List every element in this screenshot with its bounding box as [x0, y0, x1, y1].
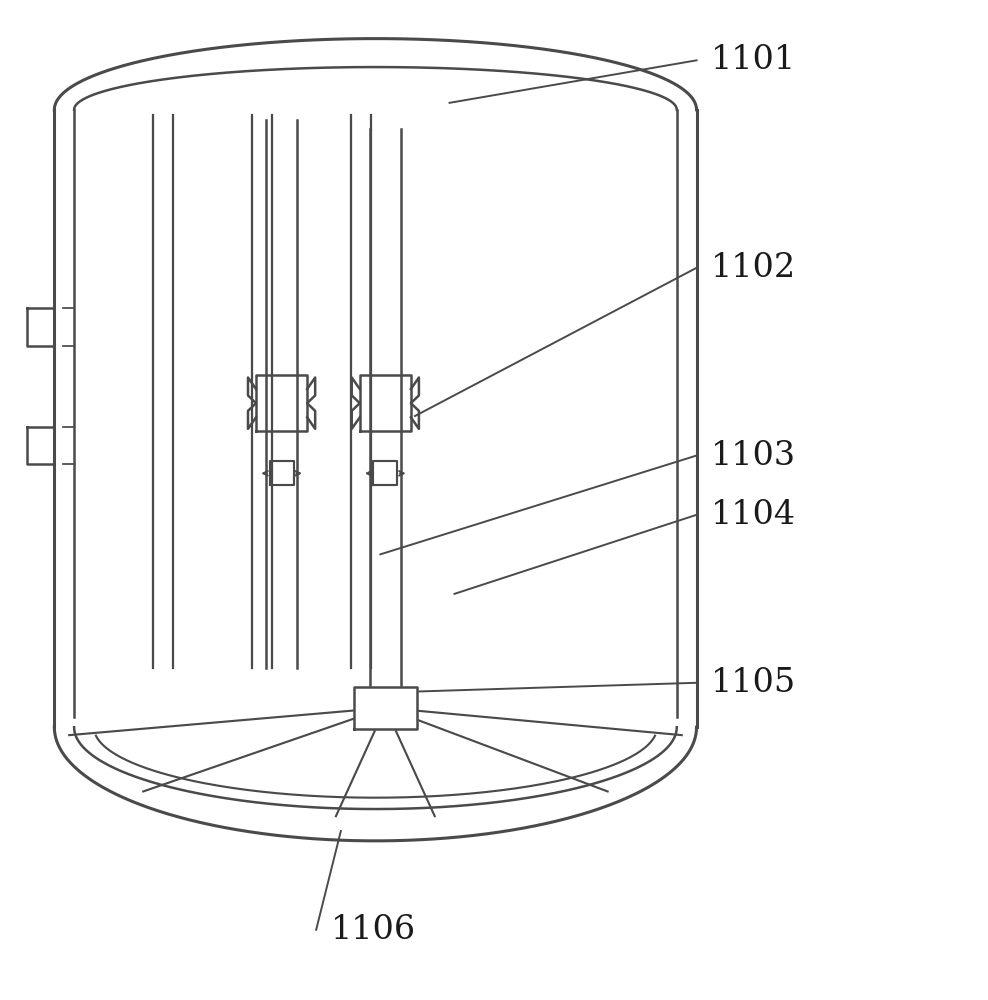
Polygon shape [354, 687, 417, 729]
Text: 1104: 1104 [711, 499, 796, 531]
Text: 1103: 1103 [711, 440, 796, 472]
Text: 1101: 1101 [711, 44, 796, 76]
Text: 1105: 1105 [711, 667, 796, 699]
Text: 1102: 1102 [711, 252, 796, 284]
Text: 1106: 1106 [331, 914, 416, 946]
